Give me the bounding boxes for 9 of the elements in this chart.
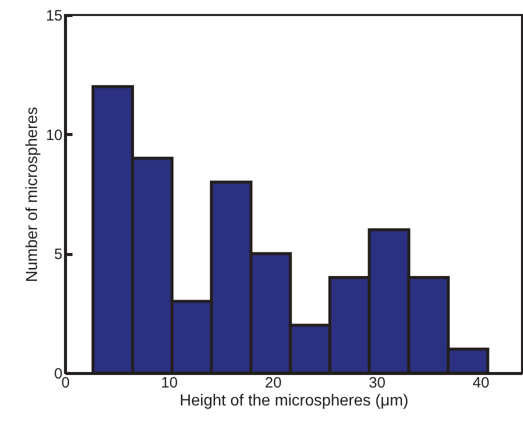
- x-tick-label: 10: [161, 374, 178, 392]
- y-tick-label: 10: [46, 126, 62, 144]
- x-tick-label: 30: [368, 374, 386, 392]
- y-tick-label: 15: [46, 8, 62, 24]
- x-axis-title: Height of the microspheres (μm): [180, 392, 408, 410]
- y-tick-label: 5: [54, 246, 62, 264]
- x-tick-label: 20: [264, 374, 282, 392]
- y-axis-title: Number of microspheres: [24, 106, 41, 282]
- x-tick-label: 40: [472, 374, 490, 392]
